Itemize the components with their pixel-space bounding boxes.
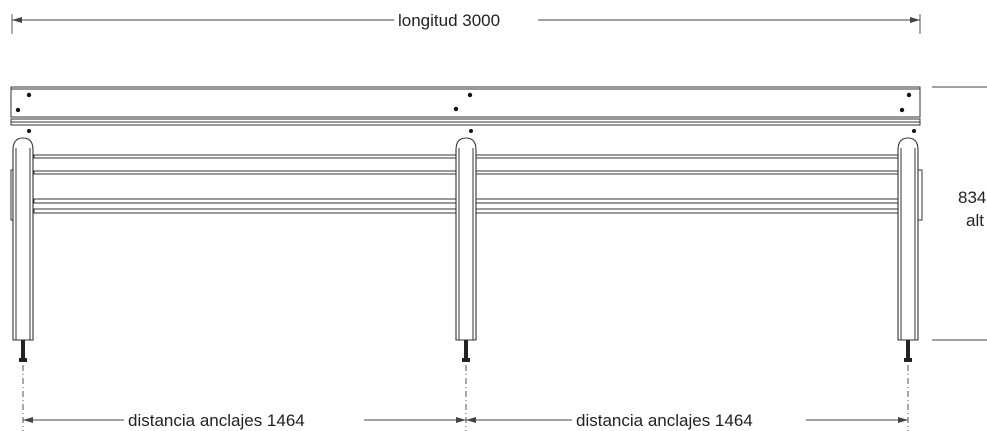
height-value: 834 — [958, 188, 986, 207]
height-dimension: 834 alt — [932, 87, 987, 340]
anchors — [19, 340, 912, 362]
anchor-distance-left-label: distancia anclajes 1464 — [128, 411, 305, 430]
anchor-distance-right-label: distancia anclajes 1464 — [576, 411, 753, 430]
height-label: alt — [966, 211, 984, 230]
top-rail — [11, 87, 920, 133]
post-right — [898, 138, 918, 340]
length-label: longitud 3000 — [398, 11, 500, 30]
post-middle — [456, 138, 476, 340]
post-left — [13, 138, 33, 340]
length-dimension: longitud 3000 — [12, 11, 920, 34]
